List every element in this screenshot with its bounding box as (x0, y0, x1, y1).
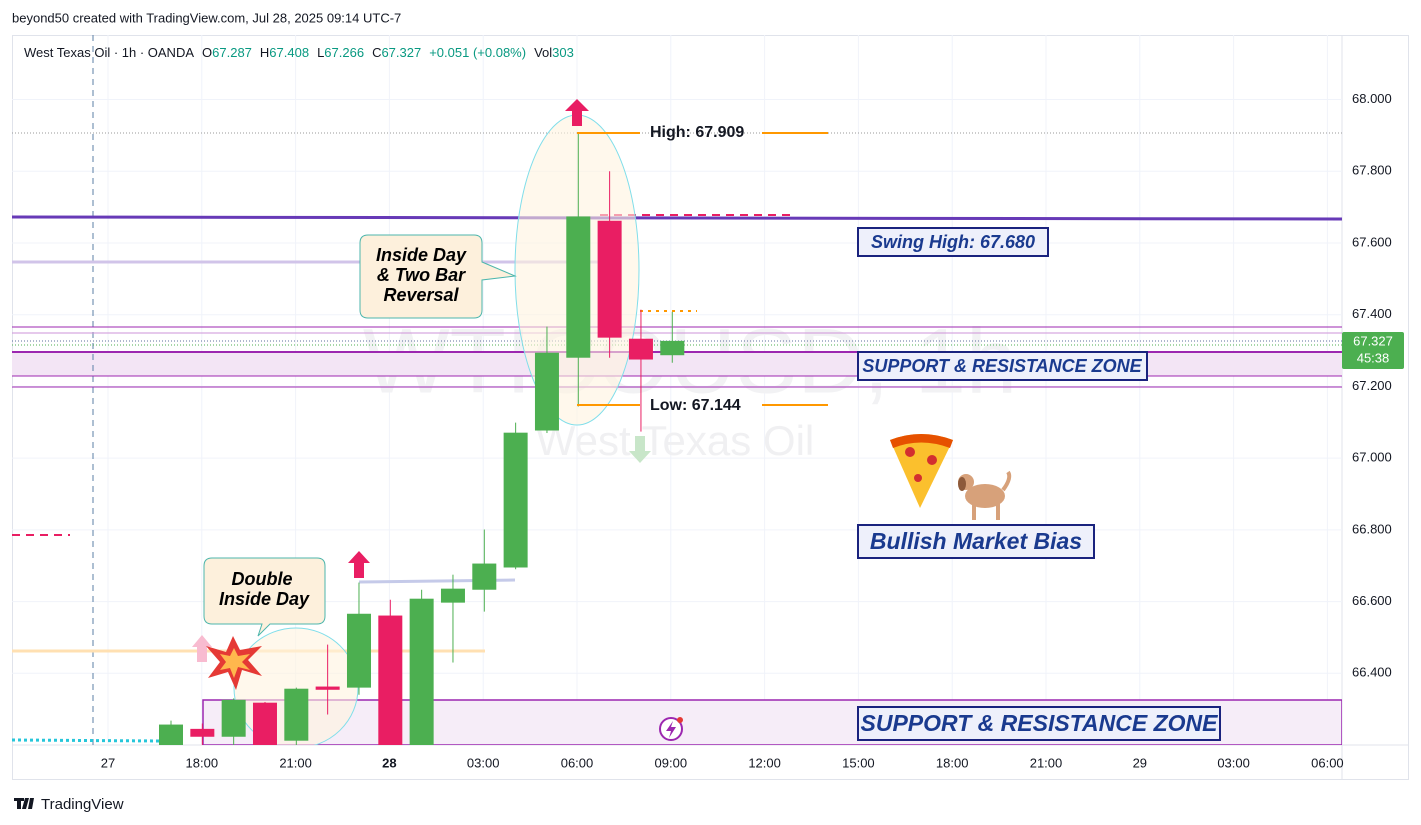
x-tick-label: 12:00 (748, 755, 781, 770)
callout-line: Inside Day (219, 589, 310, 609)
candle-body (503, 432, 528, 568)
x-tick-label: 28 (382, 755, 396, 770)
callout-line: Inside Day (376, 245, 467, 265)
y-tick-label: 66.800 (1352, 521, 1392, 536)
candle-body (472, 563, 497, 590)
callout-line: Double (232, 569, 293, 589)
candle-body (409, 598, 434, 745)
y-tick-label: 68.000 (1352, 91, 1392, 106)
x-tick-label: 18:00 (186, 755, 219, 770)
legend-value: 67.266 (324, 45, 364, 60)
x-tick-label: 03:00 (467, 755, 500, 770)
candle-body (159, 724, 183, 745)
frame (12, 35, 1409, 780)
candle-body (284, 688, 309, 741)
x-tick-label: 27 (101, 755, 115, 770)
legend-value: 303 (552, 45, 574, 60)
legend-key: Vol (534, 45, 552, 60)
legend: West Texas Oil · 1h · OANDA O67.287 H67.40… (24, 45, 574, 60)
x-tick-label: 15:00 (842, 755, 875, 770)
y-tick-label: 67.400 (1352, 306, 1392, 321)
symbol: West Texas Oil · 1h · OANDA (24, 45, 194, 60)
legend-value: 67.287 (212, 45, 252, 60)
x-tick-label: 06:00 (561, 755, 594, 770)
callout-line: & Two Bar (377, 265, 466, 285)
x-tick-label: 06:00 (1311, 755, 1344, 770)
candle-body (315, 686, 340, 690)
y-tick-label: 66.600 (1352, 593, 1392, 608)
legend-value: 67.408 (269, 45, 309, 60)
level (12, 738, 161, 743)
candle-body (378, 615, 403, 745)
header: beyond50 created with TradingView.com, J… (12, 10, 401, 25)
callout-line: Reversal (383, 285, 459, 305)
countdown: 45:38 (1357, 350, 1390, 365)
overlay: High: 67.909 Low: 67.144 Swing High: 67.… (192, 99, 1404, 741)
swing-high-label: Swing High: 67.680 (871, 232, 1035, 252)
high-label: High: 67.909 (650, 124, 744, 141)
zone-label: SUPPORT & RESISTANCE ZONE (861, 710, 1219, 736)
candle-body (440, 588, 465, 603)
low-label: Low: 67.144 (650, 397, 741, 414)
x-tick-label: 29 (1133, 755, 1147, 770)
candle-body (190, 728, 215, 737)
legend-change: +0.051 (+0.08%) (429, 45, 526, 60)
x-tick-label: 03:00 (1217, 755, 1250, 770)
y-tick-label: 67.600 (1352, 234, 1392, 249)
y-tick-label: 67.200 (1352, 378, 1392, 393)
level (12, 215, 1342, 221)
x-tick-label: 09:00 (655, 755, 688, 770)
zone-label: SUPPORT & RESISTANCE ZONE (862, 356, 1142, 376)
legend-value: 67.327 (381, 45, 421, 60)
x-tick-label: 21:00 (279, 755, 312, 770)
candle-body (534, 352, 559, 431)
logo (14, 798, 34, 809)
candle-body (221, 699, 246, 737)
x-tick-label: 18:00 (936, 755, 969, 770)
footer: TradingView (41, 796, 124, 813)
candle-body (628, 338, 653, 360)
candle-body (566, 216, 591, 358)
candle-body (252, 702, 277, 745)
candle-body (660, 340, 685, 356)
y-tick-label: 67.800 (1352, 163, 1392, 178)
y-tick-label: 66.400 (1352, 665, 1392, 680)
legend-key: L (317, 45, 324, 60)
bias-label: Bullish Market Bias (870, 528, 1082, 554)
legend-key: H (260, 45, 269, 60)
x-tick-label: 21:00 (1030, 755, 1063, 770)
candle-body (597, 220, 622, 338)
y-tick-label: 67.000 (1352, 450, 1392, 465)
candle-body (346, 613, 371, 688)
drawings: WTICOUSD, 1h West Texas Oil (12, 35, 1342, 745)
legend-key: C (372, 45, 381, 60)
last-price: 67.327 (1353, 333, 1393, 348)
legend-key: O (202, 45, 212, 60)
